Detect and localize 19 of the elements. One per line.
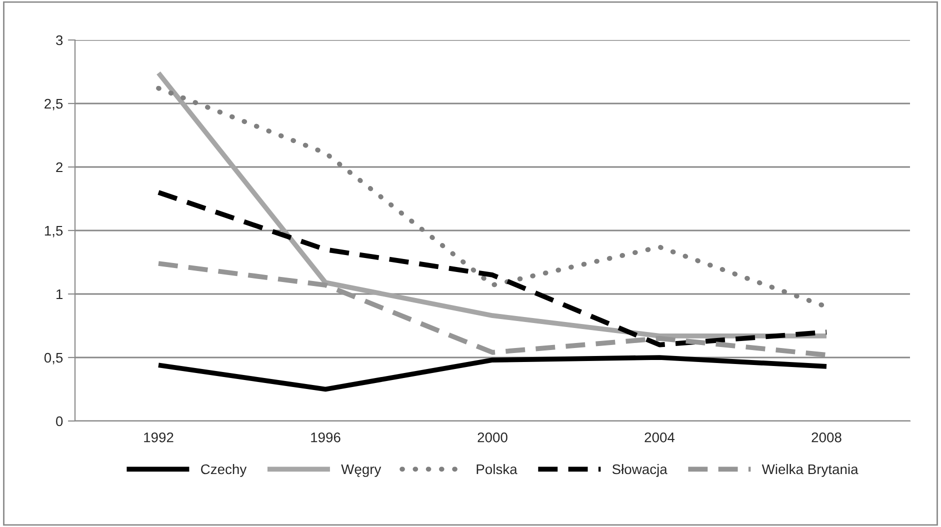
y-tick-label: 2,5 xyxy=(44,98,63,110)
x-tick-label: 2008 xyxy=(812,432,842,442)
line-series xyxy=(156,355,829,392)
x-tick-label: 2004 xyxy=(644,432,675,442)
legend-label: Wielka Brytania xyxy=(762,464,858,477)
legend-label: Polska xyxy=(476,464,518,474)
legend-label: Słowacja xyxy=(612,464,668,477)
y-tick-label: 0 xyxy=(56,416,63,426)
y-tick-label: 1 xyxy=(56,289,63,300)
x-tick-label: 2000 xyxy=(478,432,508,442)
y-tick-label: 3 xyxy=(56,35,63,46)
y-tick-label: 1,5 xyxy=(44,226,63,238)
y-tick-label: 2 xyxy=(56,162,62,172)
y-tick-label: 0,5 xyxy=(44,352,63,364)
legend-label: Czechy xyxy=(201,464,247,477)
line-series xyxy=(156,190,829,348)
x-tick-label: 1996 xyxy=(311,432,340,442)
x-tick-label: 1992 xyxy=(144,432,174,442)
legend-label: Węgry xyxy=(341,464,382,477)
